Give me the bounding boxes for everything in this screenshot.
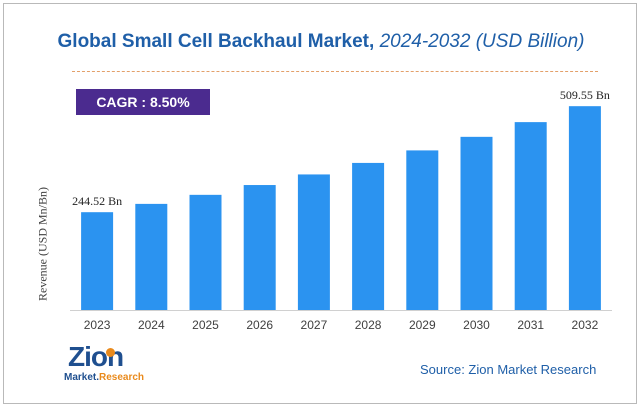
x-tick-2032: 2032 [572, 318, 599, 332]
title-main: Global Small Cell Backhaul Market, [57, 31, 375, 52]
zion-logo: Zion Market.Research [62, 342, 158, 388]
x-tick-2023: 2023 [84, 318, 111, 332]
cagr-badge: CAGR : 8.50% [76, 89, 210, 115]
title-sub: 2024-2032 (USD Billion) [379, 31, 585, 52]
source-note: Source: Zion Market Research [420, 362, 597, 377]
value-label-2023: 244.52 Bn [72, 194, 122, 208]
bar-2029 [406, 150, 439, 310]
bar-2028 [352, 162, 385, 310]
x-tick-2027: 2027 [301, 318, 328, 332]
x-tick-2031: 2031 [517, 318, 544, 332]
title-separator [72, 71, 598, 72]
logo-dot-icon [106, 348, 115, 357]
x-tick-2026: 2026 [246, 318, 273, 332]
logo-main-text: Zion [68, 341, 124, 372]
bar-2027 [297, 174, 330, 310]
bar-2023 [81, 212, 114, 310]
value-label-2032: 509.55 Bn [560, 88, 610, 102]
bar-2032 [568, 106, 601, 311]
logo-sub-right: Research [99, 372, 145, 383]
chart-title: Global Small Cell Backhaul Market, 2024-… [0, 30, 642, 54]
x-tick-2024: 2024 [138, 318, 165, 332]
bar-2024 [135, 203, 168, 310]
logo-sub-text: Market.Research [64, 372, 144, 383]
bar-2031 [514, 122, 547, 311]
x-tick-2025: 2025 [192, 318, 219, 332]
bar-2026 [243, 185, 276, 310]
x-tick-2030: 2030 [463, 318, 490, 332]
x-tick-2029: 2029 [409, 318, 436, 332]
bar-2030 [460, 136, 493, 310]
logo-sub-left: Market. [64, 372, 100, 383]
x-tick-2028: 2028 [355, 318, 382, 332]
bar-2025 [189, 194, 222, 310]
